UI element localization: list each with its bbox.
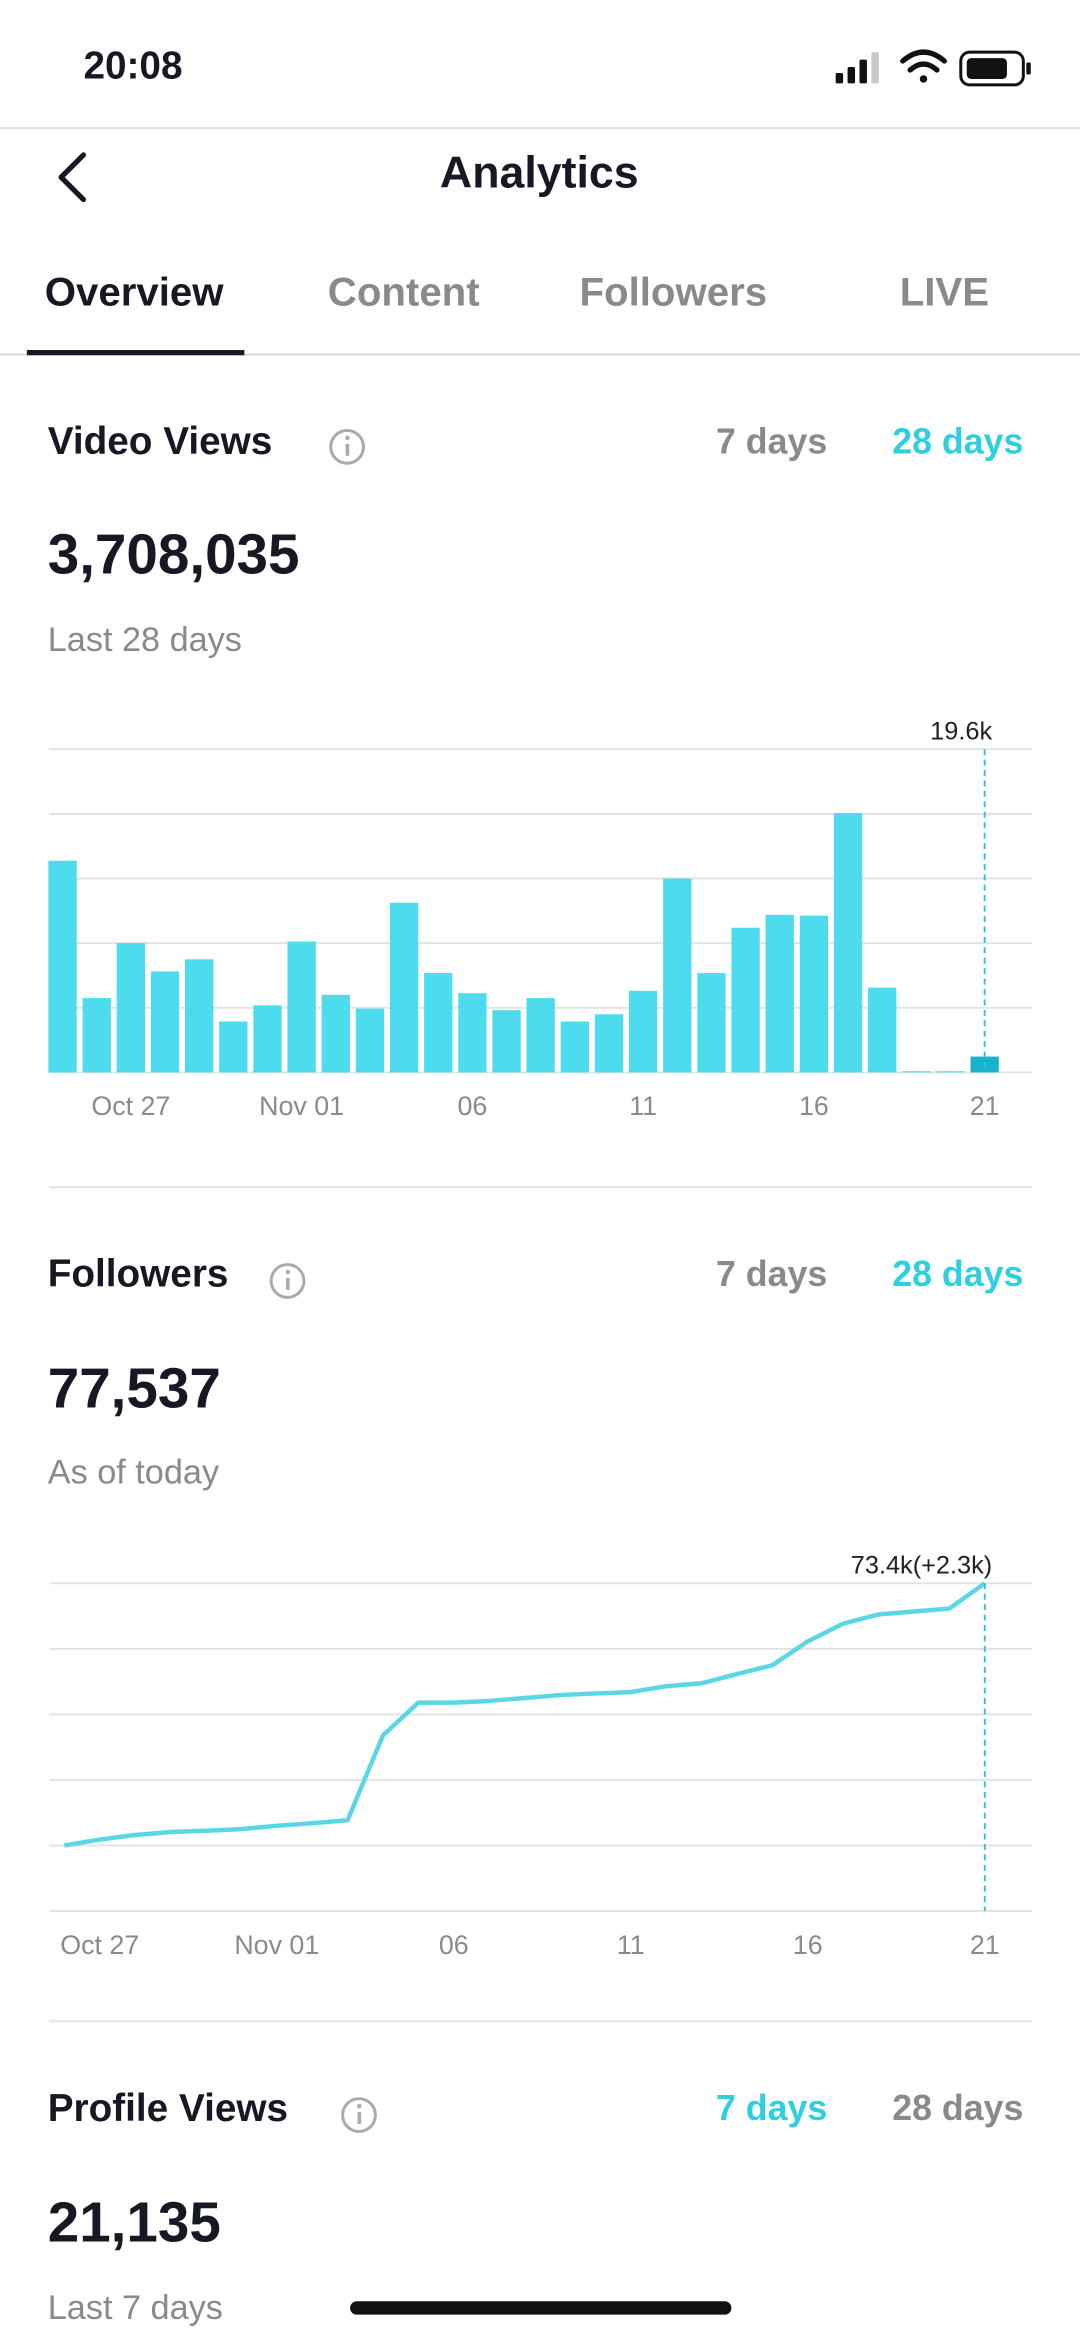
bar bbox=[389, 902, 419, 1073]
bar bbox=[765, 914, 794, 1073]
bar bbox=[868, 987, 897, 1073]
section-title: Followers bbox=[48, 1253, 229, 1296]
bar bbox=[560, 1021, 589, 1073]
period-toggle[interactable]: 28 days bbox=[892, 1254, 1023, 1294]
bar bbox=[799, 915, 829, 1073]
bar bbox=[458, 993, 487, 1073]
x-tick-label: Nov 01 bbox=[234, 1930, 319, 1960]
x-tick-label: Oct 27 bbox=[60, 1930, 139, 1960]
x-tick-label: 06 bbox=[439, 1930, 469, 1960]
tab[interactable]: Content bbox=[328, 270, 480, 315]
back-button[interactable] bbox=[58, 152, 87, 203]
period-toggle[interactable]: 7 days bbox=[716, 1254, 827, 1294]
tab[interactable]: Overview bbox=[45, 270, 225, 315]
bar bbox=[492, 1010, 521, 1073]
bar bbox=[697, 973, 726, 1073]
bar bbox=[731, 927, 760, 1073]
bar bbox=[185, 959, 214, 1073]
tab[interactable]: Followers bbox=[579, 270, 767, 315]
page-title: Analytics bbox=[440, 149, 639, 198]
bar bbox=[663, 878, 692, 1073]
annotation: 73.4k(+2.3k) bbox=[851, 1552, 992, 1580]
status-time: 20:08 bbox=[83, 45, 182, 88]
bar bbox=[116, 943, 146, 1073]
x-tick-label: 06 bbox=[457, 1091, 487, 1121]
subtitle: Last 28 days bbox=[48, 621, 242, 659]
info-icon[interactable] bbox=[341, 2097, 377, 2133]
total-value: 21,135 bbox=[48, 2191, 221, 2254]
bar bbox=[253, 1005, 282, 1073]
period-toggle[interactable]: 7 days bbox=[716, 2088, 827, 2128]
annotation: 19.6k bbox=[930, 718, 992, 746]
bar bbox=[321, 994, 350, 1073]
subtitle: Last 7 days bbox=[48, 2289, 223, 2327]
total-value: 3,708,035 bbox=[48, 523, 300, 586]
period-toggle[interactable]: 7 days bbox=[716, 421, 827, 461]
bar bbox=[594, 1014, 624, 1073]
subtitle: As of today bbox=[48, 1454, 220, 1492]
period-toggle[interactable]: 28 days bbox=[892, 2088, 1023, 2128]
bar bbox=[936, 1071, 965, 1073]
x-tick-label: 11 bbox=[629, 1091, 657, 1121]
bar bbox=[355, 1008, 385, 1073]
wifi-icon bbox=[900, 49, 948, 83]
bar bbox=[526, 998, 555, 1073]
signal-icon bbox=[835, 52, 879, 84]
tab-indicator bbox=[26, 350, 245, 356]
x-tick-label: 11 bbox=[617, 1930, 645, 1960]
bar bbox=[833, 813, 863, 1073]
bar bbox=[902, 1071, 931, 1073]
bar bbox=[628, 990, 658, 1073]
bar bbox=[82, 998, 111, 1073]
section-title: Profile Views bbox=[48, 2087, 288, 2130]
bar bbox=[48, 860, 77, 1073]
battery-icon bbox=[959, 50, 1031, 87]
bar bbox=[424, 973, 453, 1073]
x-tick-label: Oct 27 bbox=[91, 1091, 170, 1121]
tab[interactable]: LIVE bbox=[900, 270, 989, 315]
bar bbox=[287, 941, 316, 1073]
info-icon[interactable] bbox=[329, 428, 365, 465]
bar bbox=[150, 971, 180, 1073]
section-title: Video Views bbox=[48, 420, 273, 463]
x-tick-label: Nov 01 bbox=[259, 1091, 344, 1121]
x-tick-label: 16 bbox=[793, 1930, 823, 1960]
x-tick-label: 21 bbox=[970, 1091, 1000, 1121]
info-icon[interactable] bbox=[269, 1263, 306, 1299]
x-tick-label: 21 bbox=[970, 1930, 1000, 1960]
period-toggle[interactable]: 28 days bbox=[892, 421, 1023, 461]
line bbox=[64, 1581, 987, 1848]
bar bbox=[219, 1021, 248, 1073]
home-indicator bbox=[350, 2301, 732, 2315]
total-value: 77,537 bbox=[48, 1357, 221, 1420]
x-tick-label: 16 bbox=[799, 1091, 829, 1121]
